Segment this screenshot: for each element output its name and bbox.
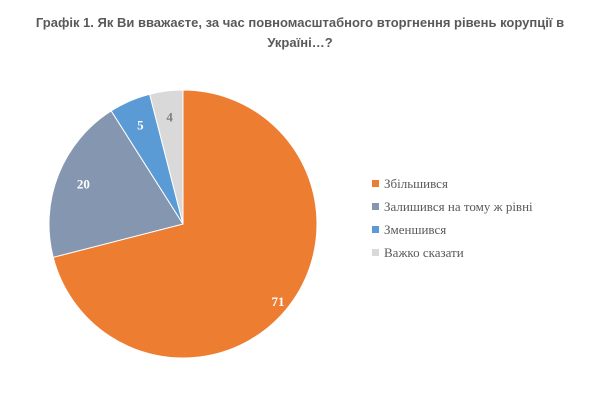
legend-label: Залишився на тому ж рівні — [384, 198, 533, 214]
chart-title: Графік 1. Як Ви вважаєте, за час повнома… — [20, 13, 580, 53]
data-label: 20 — [77, 177, 90, 192]
legend-swatch — [372, 180, 379, 187]
chart-title-line1: Графік 1. Як Ви вважаєте, за час повнома… — [35, 15, 565, 30]
slice-same — [48, 110, 184, 258]
data-label: 5 — [137, 118, 144, 133]
legend-item-hard-to-say: Важко сказати — [372, 241, 533, 264]
legend-label: Збільшився — [384, 175, 448, 191]
legend-item-increased: Збільшився — [372, 172, 533, 195]
data-label: 71 — [272, 294, 285, 309]
slice-hard-to-say — [149, 89, 184, 225]
chart-legend: Збільшився Залишився на тому ж рівні Зме… — [372, 172, 533, 264]
data-label: 4 — [166, 110, 173, 125]
legend-label: Важко сказати — [384, 244, 464, 260]
legend-item-same: Залишився на тому ж рівні — [372, 195, 533, 218]
legend-swatch — [372, 249, 379, 256]
legend-swatch — [372, 203, 379, 210]
legend-swatch — [372, 226, 379, 233]
slice-increased — [52, 89, 318, 359]
legend-item-decreased: Зменшився — [372, 218, 533, 241]
chart-title-line2: Україні…? — [267, 35, 333, 50]
legend-label: Зменшився — [384, 221, 447, 237]
